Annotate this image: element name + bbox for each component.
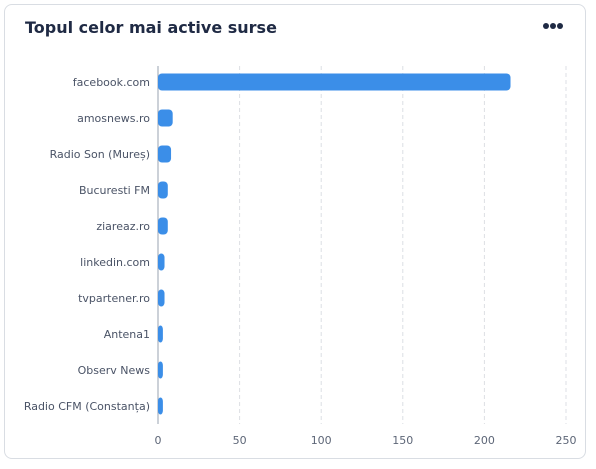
category-label: Bucuresti FM — [79, 184, 150, 197]
x-tick-label: 150 — [392, 434, 413, 447]
bar — [158, 73, 511, 91]
x-tick-label: 200 — [474, 434, 495, 447]
category-label: Radio CFM (Constanța) — [24, 400, 150, 413]
bar — [158, 253, 165, 271]
category-label: facebook.com — [73, 76, 150, 89]
category-label: amosnews.ro — [77, 112, 150, 125]
x-tick-label: 0 — [155, 434, 162, 447]
bar — [158, 145, 172, 163]
x-tick-label: 50 — [233, 434, 247, 447]
menu-dot — [543, 22, 549, 29]
chart-title: Topul celor mai active surse — [25, 18, 277, 37]
bar — [158, 109, 173, 127]
bar — [158, 325, 163, 343]
bar — [158, 397, 163, 415]
menu-dot — [557, 22, 563, 29]
category-label: linkedin.com — [80, 256, 150, 269]
bar — [158, 361, 163, 379]
category-label: ziareaz.ro — [96, 220, 150, 233]
more-options-icon[interactable] — [539, 13, 567, 35]
category-label: Observ News — [78, 364, 151, 377]
bar — [158, 181, 168, 199]
x-tick-label: 250 — [556, 434, 577, 447]
x-tick-label: 100 — [311, 434, 332, 447]
category-label: tvpartener.ro — [78, 292, 150, 305]
category-label: Antena1 — [104, 328, 150, 341]
menu-dot — [550, 22, 556, 29]
category-label: Radio Son (Mureș) — [50, 148, 150, 161]
bar — [158, 217, 168, 235]
bar — [158, 289, 165, 307]
